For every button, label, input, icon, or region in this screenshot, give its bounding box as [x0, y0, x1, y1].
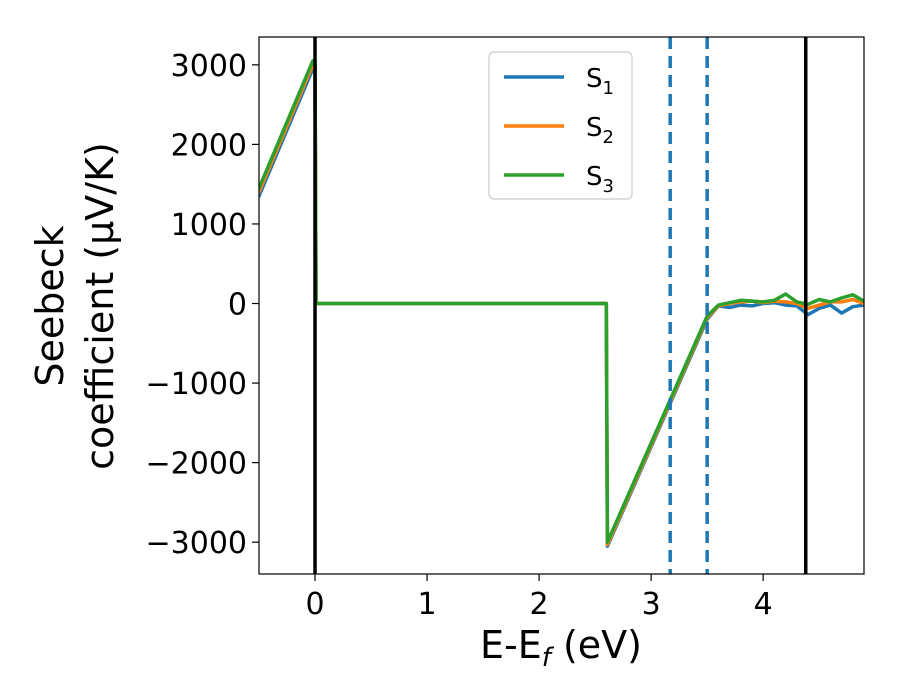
x-axis-label-main: E-E [480, 623, 542, 667]
y-tick-label: 3000 [171, 49, 247, 84]
legend-label-s3: S3 [586, 162, 614, 197]
y-ticks-layer: −3000 −2000 −1000 0 1000 2000 3000 [146, 49, 259, 561]
y-axis-label-line2: coefficient (μV/K) [78, 142, 122, 470]
x-tick-label: 1 [418, 587, 437, 622]
y-tick-label: 2000 [171, 128, 247, 163]
x-ticks-layer: 0 1 2 3 4 [305, 574, 773, 622]
y-axis-label-line1: Seebeck [28, 225, 72, 386]
legend-label-s2: S2 [586, 113, 614, 148]
y-tick-label: 0 [228, 288, 247, 323]
legend-label-s1: S1 [586, 64, 614, 99]
x-axis-label-unit: (eV) [551, 623, 642, 667]
x-tick-label: 2 [530, 587, 549, 622]
vertical-lines-layer [313, 37, 808, 574]
y-tick-label: −1000 [146, 367, 247, 402]
y-axis-label: Seebeck coefficient (μV/K) [28, 142, 122, 470]
y-tick-label: −3000 [146, 526, 247, 561]
plot-frame [258, 36, 865, 575]
x-axis-label: E-Ef (eV) [480, 623, 642, 673]
series-layer [259, 59, 864, 548]
y-tick-label: 1000 [171, 208, 247, 243]
x-tick-label: 4 [754, 587, 773, 622]
series-line-s3 [259, 59, 864, 544]
legend: S1 S2 S3 [488, 51, 633, 200]
x-tick-label: 0 [305, 587, 324, 622]
x-tick-label: 3 [642, 587, 661, 622]
y-tick-label: −2000 [146, 447, 247, 482]
